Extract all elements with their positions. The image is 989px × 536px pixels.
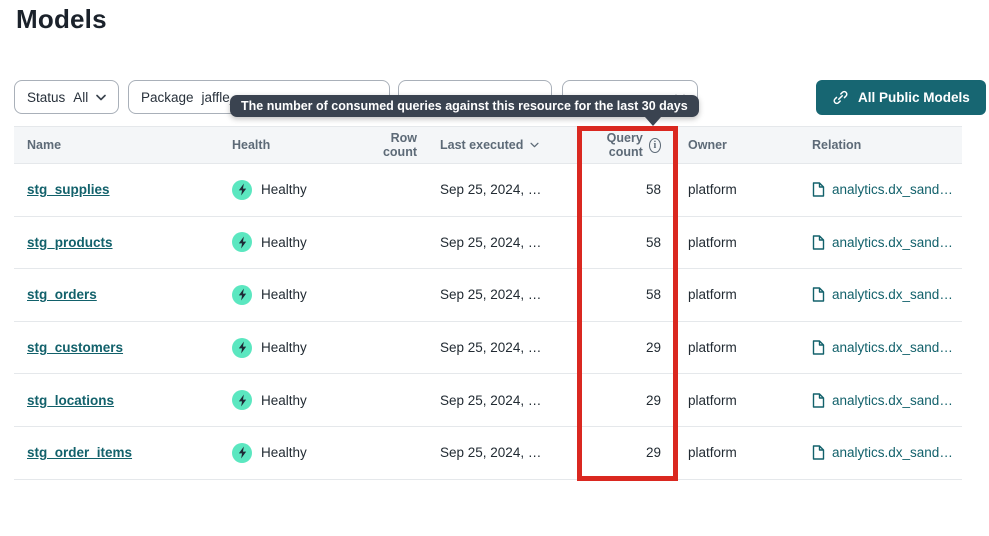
status-filter-value: All [73, 89, 89, 105]
document-icon [812, 392, 825, 408]
column-header-name[interactable]: Name [27, 138, 62, 152]
link-icon [833, 90, 848, 105]
lightning-bolt-icon [238, 236, 246, 249]
query-count-value: 58 [645, 234, 661, 250]
query-count-value: 29 [645, 392, 661, 408]
document-icon [812, 445, 825, 460]
health-badge [232, 337, 252, 358]
table-header-row: Name Health Row count Last executed Quer… [14, 126, 962, 164]
health-label: Healthy [261, 287, 307, 303]
package-filter-label: Package [141, 89, 194, 105]
column-header-row-count[interactable]: Row count [382, 131, 417, 159]
table-row: stg_order_items Healthy Sep 25, 2024, … … [14, 426, 962, 480]
sort-chevron-icon [530, 142, 539, 148]
last-executed-value: Sep 25, 2024, … [440, 445, 542, 461]
models-table: Name Health Row count Last executed Quer… [14, 126, 962, 480]
lightning-bolt-icon [238, 446, 246, 459]
document-icon [812, 235, 825, 250]
relation-link[interactable]: analytics.dx_sand… [832, 392, 953, 408]
column-header-last-executed[interactable]: Last executed [427, 138, 575, 152]
last-executed-value: Sep 25, 2024, … [440, 392, 542, 408]
owner-value: platform [688, 182, 737, 198]
column-header-relation[interactable]: Relation [812, 138, 862, 152]
health-badge [232, 390, 252, 411]
last-executed-value: Sep 25, 2024, … [440, 234, 542, 250]
model-link[interactable]: stg_products [27, 234, 113, 250]
page-title: Models [16, 4, 107, 34]
model-link[interactable]: stg_orders [27, 287, 97, 303]
health-badge [232, 442, 252, 463]
column-header-owner[interactable]: Owner [688, 138, 727, 152]
column-header-health[interactable]: Health [232, 138, 271, 152]
health-label: Healthy [261, 445, 307, 461]
health-label: Healthy [261, 340, 307, 356]
relation-link[interactable]: analytics.dx_sand… [832, 340, 953, 356]
document-icon [812, 182, 825, 197]
query-count-tooltip: The number of consumed queries against t… [230, 95, 699, 126]
last-executed-value: Sep 25, 2024, … [440, 182, 542, 198]
relation-link[interactable]: analytics.dx_sand… [832, 182, 953, 198]
relation-link[interactable]: analytics.dx_sand… [832, 287, 953, 303]
package-filter-value: jaffle_ [201, 89, 238, 105]
health-label: Healthy [261, 392, 307, 408]
status-filter-label: Status [27, 89, 66, 105]
document-icon [812, 287, 825, 303]
lightning-bolt-icon [238, 289, 246, 301]
health-label: Healthy [261, 234, 307, 250]
health-badge [232, 232, 252, 253]
query-count-value: 29 [645, 340, 661, 356]
health-label: Healthy [261, 182, 307, 198]
table-row: stg_products Healthy Sep 25, 2024, … 58 … [14, 216, 962, 270]
model-link[interactable]: stg_supplies [27, 182, 110, 198]
table-row: stg_orders Healthy Sep 25, 2024, … 58 pl… [14, 269, 962, 322]
model-link[interactable]: stg_customers [27, 340, 124, 356]
model-link[interactable]: stg_order_items [27, 445, 133, 461]
owner-value: platform [688, 340, 737, 356]
tooltip-text: The number of consumed queries against t… [241, 99, 688, 113]
query-count-value: 29 [645, 445, 661, 461]
last-executed-value: Sep 25, 2024, … [440, 340, 542, 356]
table-row: stg_customers Healthy Sep 25, 2024, … 29… [14, 321, 962, 375]
owner-value: platform [688, 392, 737, 408]
status-filter-dropdown[interactable]: Status All [14, 80, 119, 114]
table-row: stg_locations Healthy Sep 25, 2024, … 29… [14, 374, 962, 427]
all-public-models-button[interactable]: All Public Models [816, 80, 986, 115]
health-badge [232, 179, 252, 200]
owner-value: platform [688, 445, 737, 461]
health-badge [232, 284, 252, 305]
lightning-bolt-icon [238, 394, 246, 407]
column-header-query-count[interactable]: Query count [575, 131, 675, 159]
lightning-bolt-icon [238, 341, 246, 354]
relation-link[interactable]: analytics.dx_sand… [832, 234, 953, 250]
owner-value: platform [688, 287, 737, 303]
chevron-down-icon [96, 94, 107, 100]
last-executed-value: Sep 25, 2024, … [440, 287, 542, 303]
relation-link[interactable]: analytics.dx_sand… [832, 445, 953, 461]
table-row: stg_supplies Healthy Sep 25, 2024, … 58 … [14, 164, 962, 217]
model-link[interactable]: stg_locations [27, 392, 115, 408]
query-count-value: 58 [645, 287, 661, 303]
owner-value: platform [688, 234, 737, 250]
query-count-value: 58 [645, 182, 661, 198]
info-icon[interactable] [648, 137, 661, 153]
document-icon [812, 340, 825, 355]
lightning-bolt-icon [238, 183, 246, 196]
all-public-models-label: All Public Models [858, 90, 970, 105]
tooltip-arrow [645, 117, 661, 126]
